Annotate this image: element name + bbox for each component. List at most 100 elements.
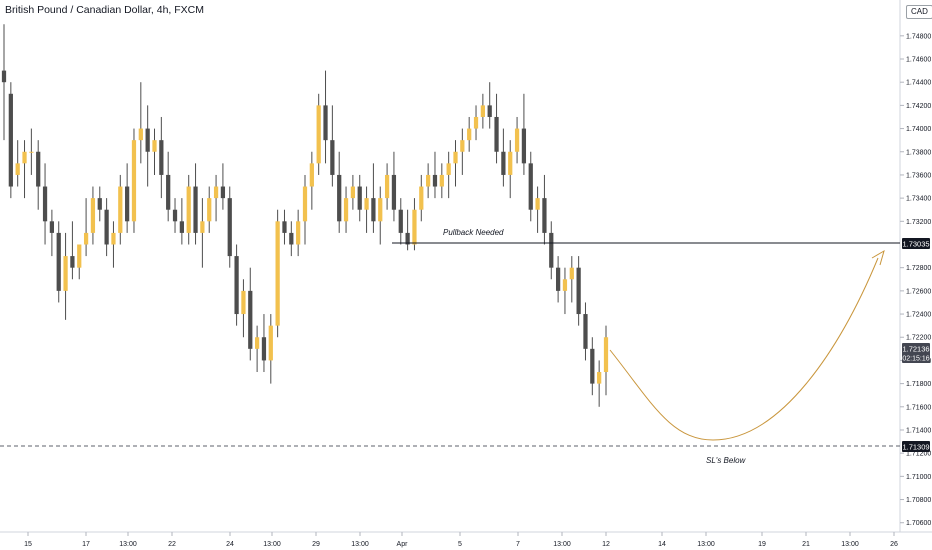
candle <box>501 128 506 187</box>
candle-body-bull <box>138 128 143 141</box>
candle <box>8 82 13 199</box>
candle <box>145 105 150 187</box>
candle <box>412 198 417 251</box>
time-tick-label: 13:00 <box>841 541 859 548</box>
projection-curve[interactable] <box>609 257 879 441</box>
time-tick-label: 19 <box>758 541 766 548</box>
candle <box>405 209 410 251</box>
candle <box>569 256 574 303</box>
candle-body-bear <box>282 221 287 233</box>
candle <box>207 186 212 233</box>
candle <box>220 163 226 210</box>
price-tick-label: 1.71400 <box>906 427 931 434</box>
price-tick-label: 1.70600 <box>906 520 931 527</box>
candle-body-bull <box>439 174 444 187</box>
candle <box>159 116 164 199</box>
candle-body-bear <box>398 209 403 233</box>
candle <box>268 314 273 384</box>
time-tick-label: 13:00 <box>697 541 715 548</box>
candle <box>487 82 492 129</box>
price-tick-label: 1.73800 <box>906 149 931 156</box>
candle-body-bull <box>412 209 417 245</box>
candle-body-bull <box>562 279 568 291</box>
candle-body-bull <box>268 325 273 361</box>
currency-badge[interactable]: CAD <box>906 5 932 19</box>
candle <box>111 221 116 268</box>
candle-body-bear <box>576 267 581 315</box>
candle-body-bear <box>49 221 55 233</box>
candle <box>590 337 595 396</box>
candle-body-bull <box>378 198 383 222</box>
candle-body-bear <box>391 174 397 210</box>
candle-body-bull <box>384 174 390 199</box>
candle <box>398 198 403 245</box>
pullback-label: Pullback Needed <box>443 228 504 237</box>
candle-body-bear <box>227 198 232 257</box>
price-tick-label: 1.72600 <box>906 288 931 295</box>
candle-body-bull <box>118 186 123 233</box>
candle-body-bear <box>159 140 164 175</box>
candle <box>227 186 232 268</box>
time-tick-label: 5 <box>458 541 462 548</box>
time-tick-label: Apr <box>397 541 409 548</box>
candle <box>138 82 143 164</box>
candle-body-bull <box>200 221 205 233</box>
candle-body-bear <box>193 186 198 233</box>
price-tick-label: 1.71200 <box>906 451 931 458</box>
candle-body-bull <box>460 140 465 152</box>
candle <box>282 209 287 245</box>
candle-body-bull <box>309 163 314 187</box>
sl-price-text: 1.71309 <box>902 443 929 452</box>
candle <box>131 128 137 233</box>
price-tick-label: 1.72200 <box>906 335 931 342</box>
price-tick-label: 1.74600 <box>906 57 931 64</box>
candle-body-bear <box>323 105 328 141</box>
candle-body-bull <box>364 198 369 210</box>
candle <box>343 186 349 233</box>
candle-body-bull <box>514 128 520 152</box>
candle <box>555 256 561 303</box>
candle <box>289 221 294 257</box>
candle <box>29 128 34 175</box>
time-tick-label: 15 <box>24 541 32 548</box>
candle <box>15 140 20 187</box>
candle <box>261 314 267 373</box>
projection-arrowhead <box>871 249 885 266</box>
candle <box>549 221 554 280</box>
candle-body-bull <box>186 186 191 233</box>
candle <box>1 24 7 141</box>
candle <box>453 140 458 187</box>
candle <box>125 163 130 233</box>
candle-body-bull <box>131 140 137 222</box>
candle-body-bull <box>77 244 82 268</box>
time-tick-label: 26 <box>890 541 898 548</box>
candle-body-bear <box>8 93 13 187</box>
candle <box>248 267 253 361</box>
candle <box>56 221 61 303</box>
candle <box>200 198 205 268</box>
time-tick-label: 7 <box>516 541 520 548</box>
price-tick-label: 1.71000 <box>906 474 931 481</box>
candle <box>97 186 102 222</box>
candle <box>446 151 451 199</box>
candle <box>254 325 260 373</box>
candle-body-bull <box>453 151 458 164</box>
candle-body-bear <box>248 290 253 349</box>
candle-body-bull <box>350 186 356 199</box>
candle <box>576 256 581 326</box>
candle <box>179 198 184 245</box>
candle-body-bull <box>426 174 431 187</box>
price-tick-label: 1.74200 <box>906 103 931 110</box>
candle-body-bear <box>590 348 595 384</box>
candle <box>330 105 335 187</box>
candle <box>90 186 96 245</box>
candle <box>172 198 178 233</box>
candle <box>70 221 75 280</box>
time-tick-label: 21 <box>802 541 810 548</box>
candle-body-bear <box>337 174 342 222</box>
current-price-badge: 1.72136 02:15:16 <box>902 343 930 363</box>
candle-body-bear <box>289 232 294 245</box>
candle-body-bear <box>487 105 492 117</box>
